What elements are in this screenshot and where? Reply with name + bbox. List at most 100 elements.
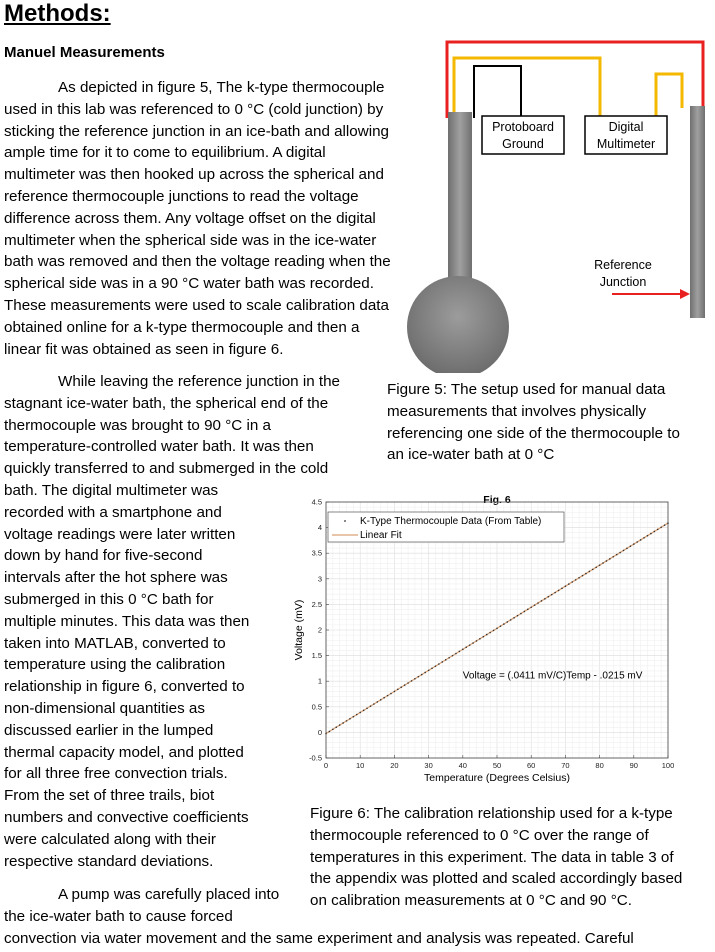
data-point — [499, 625, 502, 627]
data-point — [376, 701, 379, 703]
data-point — [492, 629, 495, 632]
data-point — [598, 564, 601, 566]
figure-6-caption: Figure 6: The calibration relationship u… — [310, 803, 682, 912]
red-wire — [445, 40, 705, 118]
y-tick-label: 4.5 — [312, 498, 322, 507]
data-point — [564, 585, 567, 587]
paragraph-line: multiple minutes. This data was then — [4, 612, 250, 630]
protoboard-box — [481, 115, 565, 155]
data-point — [332, 728, 334, 731]
paragraph-line: A pump was carefully placed into — [58, 886, 280, 903]
data-point — [338, 724, 341, 726]
data-point — [355, 713, 358, 716]
caption-line: thermocouple referenced to 0 °C over the… — [310, 826, 649, 844]
legend-marker-points — [344, 520, 346, 522]
data-point — [390, 692, 392, 695]
y-tick-label: 1 — [318, 677, 322, 686]
y-tick-label: 3.5 — [312, 549, 322, 558]
data-point — [403, 684, 406, 686]
data-point — [455, 652, 457, 655]
paragraph-line: bath. The digital multimeter was — [4, 481, 219, 499]
data-point — [420, 673, 423, 676]
paragraph-line: used in this lab was referenced to 0 °C … — [4, 100, 384, 118]
paragraph-line: obtained online for a k-type thermocoupl… — [4, 318, 360, 336]
paragraph-line: relationship in figure 6, converted to — [4, 678, 245, 696]
caption-line: the appendix was plotted and scaled acco… — [310, 870, 683, 888]
data-point — [414, 677, 416, 680]
paragraph-line: These measurements were used to scale ca… — [4, 296, 389, 314]
data-point — [571, 581, 574, 583]
data-point — [444, 659, 447, 661]
paragraph-line: As depicted in figure 5, The k-type ther… — [58, 79, 385, 96]
caption-line: referencing one side of the thermocouple… — [387, 424, 680, 442]
data-point — [547, 595, 550, 598]
data-point — [530, 606, 532, 609]
data-point — [383, 696, 385, 699]
y-tick-label: 0 — [318, 728, 322, 737]
data-point — [407, 682, 409, 684]
data-point — [656, 528, 659, 531]
legend-box — [327, 511, 565, 543]
data-point — [588, 570, 591, 573]
data-point — [448, 656, 450, 659]
data-point — [660, 526, 662, 529]
paragraph-line: multimeter when the spherical side was i… — [4, 231, 377, 249]
yellow-wire — [654, 72, 684, 118]
data-point — [349, 717, 351, 720]
data-point — [366, 707, 368, 710]
data-point — [369, 705, 372, 707]
x-tick-label: 40 — [459, 761, 467, 770]
figure-6-chart: Fig. 6 0 10 20 30 40 50 60 70 80 90 100-0.500.511.… — [293, 494, 675, 784]
data-point — [639, 539, 642, 541]
paragraph-line: submerged in this 0 °C bath for — [4, 590, 214, 608]
data-point — [520, 612, 522, 615]
y-tick-label: 3 — [318, 574, 322, 583]
data-point — [410, 680, 413, 682]
paragraph-line: numbers and convective coefficients — [4, 808, 249, 826]
paragraph-line: bath was removed and then the voltage re… — [4, 253, 391, 271]
data-point — [438, 663, 440, 665]
caption-line: on calibration measurements at 0 °C and … — [310, 892, 632, 910]
x-tick-label: 100 — [662, 761, 675, 770]
caption-line: Figure 6: The calibration relationship u… — [310, 805, 673, 822]
paragraph-line: for all three free convection trials. — [4, 765, 228, 783]
caption-line: measurements that involves physically — [387, 402, 647, 420]
data-point — [646, 534, 649, 537]
data-point — [663, 524, 666, 526]
paragraph-line: reference thermocouple junctions to read… — [4, 187, 359, 205]
figure-5-caption: Figure 5: The setup used for manual data… — [387, 379, 680, 466]
data-point — [342, 722, 344, 724]
data-point — [650, 532, 652, 535]
data-point — [379, 699, 382, 701]
reference-junction-label: Junction — [600, 275, 647, 289]
data-point — [568, 583, 570, 585]
data-point — [585, 572, 587, 575]
paragraph-line: thermocouple was brought to 90 °C in a — [4, 416, 271, 434]
data-point — [417, 675, 420, 678]
data-point — [557, 589, 560, 592]
data-point — [533, 604, 536, 606]
x-tick-label: 10 — [356, 761, 364, 770]
legend-entry-fit: Linear Fit — [360, 530, 402, 541]
data-point — [544, 598, 546, 600]
data-point — [441, 661, 444, 663]
data-point — [468, 644, 471, 646]
spherical-junction — [407, 276, 509, 373]
data-point — [537, 602, 539, 604]
data-point — [482, 635, 485, 638]
y-tick-label: -0.5 — [309, 754, 322, 763]
data-point — [373, 703, 375, 705]
y-tick-label: 4 — [318, 523, 322, 532]
y-tick-label: 0.5 — [312, 702, 322, 711]
multimeter-box — [584, 115, 668, 155]
data-point — [615, 553, 618, 556]
section-title: Methods: — [4, 0, 111, 27]
data-point — [591, 568, 594, 571]
paragraph-3: A pump was carefully placed into the ice… — [4, 884, 634, 949]
data-point — [352, 715, 355, 718]
data-points — [325, 522, 669, 735]
data-point — [622, 549, 625, 552]
data-point — [362, 709, 365, 712]
yellow-wire — [452, 56, 602, 118]
data-point — [633, 543, 635, 545]
